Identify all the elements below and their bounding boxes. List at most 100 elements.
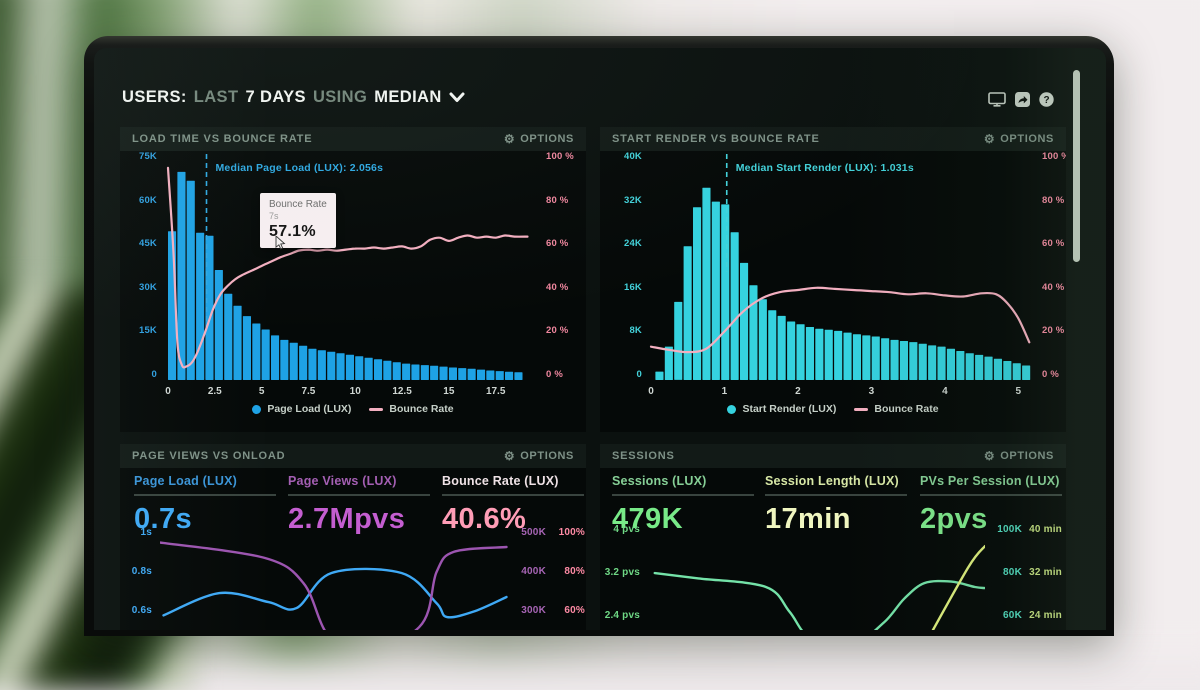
bar	[271, 335, 280, 380]
chart-start-render-vs-bounce-rate[interactable]: 40K 32K 24K 16K 8K 0 100 % 80 % 60 % 40 % 20 % 0 % 0…	[600, 127, 1066, 432]
metric-underline	[612, 494, 754, 496]
options-button[interactable]: ⚙ OPTIONS	[984, 133, 1054, 145]
y-axis-tick-right-2: 40 min	[1029, 524, 1062, 535]
options-button[interactable]: ⚙ OPTIONS	[504, 133, 574, 145]
gear-icon: ⚙	[983, 132, 996, 146]
bar	[834, 330, 843, 380]
line-plot[interactable]	[160, 524, 510, 630]
x-axis-tick: 0	[165, 386, 171, 397]
histogram-plot[interactable]	[163, 152, 540, 380]
bar	[975, 354, 984, 380]
metric-value: 2.7Mpvs	[288, 503, 406, 535]
series-line	[931, 544, 985, 630]
y-axis-tick-left: 40K	[623, 151, 642, 162]
gear-icon: ⚙	[503, 132, 516, 146]
bar	[205, 235, 214, 380]
metric-underline	[442, 494, 584, 496]
bar	[805, 327, 814, 380]
dashboard-title-dropdown[interactable]: USERS: LAST 7 DAYS USING MEDIAN	[122, 88, 465, 107]
panel-title: LOAD TIME VS BOUNCE RATE	[132, 133, 313, 145]
panel-start-render-vs-bounce-rate: START RENDER VS BOUNCE RATE ⚙ OPTIONS 40…	[600, 127, 1066, 432]
help-icon[interactable]: ?	[1039, 92, 1054, 107]
options-button[interactable]: ⚙ OPTIONS	[984, 450, 1054, 462]
y-axis-tick-left: 45K	[138, 238, 157, 250]
options-label: OPTIONS	[1000, 133, 1054, 145]
bar	[261, 329, 270, 380]
y-axis-tick-left: 60K	[138, 194, 157, 206]
title-segment: USERS:	[122, 88, 187, 106]
metric-label: Sessions (LUX)	[612, 474, 707, 488]
dashboard-screen: USERS: LAST 7 DAYS USING MEDIAN ? LOAD T…	[94, 48, 1106, 630]
panel-page-views-vs-onload: PAGE VIEWS VS ONLOAD ⚙ OPTIONS Page Load…	[120, 444, 586, 630]
chart-legend: Page Load (LUX) Bounce Rate	[120, 403, 586, 415]
panel-sessions: SESSIONS ⚙ OPTIONS Sessions (LUX) 479K Ses…	[600, 444, 1066, 630]
bar	[430, 365, 439, 380]
hover-tooltip: Bounce Rate 7s 57.1%	[260, 193, 336, 248]
median-annotation: Median Start Render (LUX): 1.031s	[735, 162, 914, 174]
metric-value: 40.6%	[442, 503, 527, 535]
legend-line-marker	[854, 407, 869, 411]
chart-page-views-vs-onload[interactable]: Page Load (LUX) 0.7s Page Views (LUX) 2.7Mp…	[120, 444, 586, 630]
legend-label: Bounce Rate	[874, 403, 939, 415]
bar	[655, 371, 664, 380]
legend-item[interactable]: Bounce Rate	[854, 403, 939, 415]
options-button[interactable]: ⚙ OPTIONS	[504, 450, 574, 462]
bar	[768, 310, 777, 380]
bar	[392, 362, 401, 380]
panel-load-time-vs-bounce-rate: LOAD TIME VS BOUNCE RATE ⚙ OPTIONS 75K 60…	[120, 127, 586, 432]
panel-title: START RENDER VS BOUNCE RATE	[612, 133, 820, 145]
y-axis-tick-left: 0	[636, 369, 642, 380]
x-axis-tick: 12.5	[392, 386, 412, 397]
bar	[495, 371, 504, 380]
metric-underline	[765, 494, 907, 496]
bar	[252, 323, 261, 380]
histogram-plot[interactable]	[648, 152, 1036, 380]
y-axis-tick-right: 0 %	[546, 369, 563, 380]
bar	[299, 345, 308, 380]
y-axis-tick-left: 4 pvs	[613, 524, 640, 535]
bar	[233, 305, 242, 380]
x-axis-tick: 2.5	[207, 386, 222, 397]
share-icon[interactable]	[1015, 92, 1030, 107]
display-icon[interactable]	[988, 92, 1006, 107]
x-axis-tick: 7.5	[301, 386, 316, 397]
panel-header: START RENDER VS BOUNCE RATE ⚙ OPTIONS	[600, 127, 1066, 151]
legend-item[interactable]: Page Load (LUX)	[252, 403, 351, 415]
chart-load-time-vs-bounce-rate[interactable]: 75K 60K 45K 30K 15K 0 100 % 80 % 60 % 40 % 20 % 0 %…	[120, 127, 586, 432]
bar	[890, 339, 899, 380]
line-plot[interactable]	[648, 524, 985, 630]
legend-item[interactable]: Bounce Rate	[369, 403, 454, 415]
metric-label: Bounce Rate (LUX)	[442, 474, 559, 488]
toolbar: ?	[988, 92, 1054, 107]
y-axis-tick-right-1: 400K	[521, 566, 546, 577]
y-axis-tick-right: 40 %	[546, 281, 569, 293]
legend-dot-marker	[252, 404, 262, 414]
gear-icon: ⚙	[983, 449, 996, 463]
y-axis-tick-right-1: 80K	[1003, 567, 1022, 578]
y-axis-tick-right-1: 100K	[997, 524, 1022, 535]
chart-sessions[interactable]: Sessions (LUX) 479K Session Length (LUX) 17…	[600, 444, 1066, 630]
metric-1: Page Load (LUX) 0.7s	[134, 474, 282, 536]
y-axis-tick-right-1: 500K	[521, 527, 546, 538]
bar	[1003, 361, 1012, 380]
y-axis-tick-left: 8K	[629, 325, 642, 337]
bar	[327, 351, 336, 380]
tooltip-series: Bounce Rate	[269, 199, 327, 210]
bar	[1022, 365, 1031, 380]
y-axis-tick-right: 0 %	[1042, 369, 1059, 380]
panel-header: SESSIONS ⚙ OPTIONS	[600, 444, 1066, 468]
options-label: OPTIONS	[520, 133, 574, 145]
bar	[674, 301, 683, 380]
y-axis-tick-left: 75K	[138, 151, 157, 162]
bar	[777, 315, 786, 380]
bar	[402, 363, 411, 380]
bar	[214, 270, 223, 380]
bar	[664, 346, 673, 380]
y-axis-tick-left: 24K	[623, 238, 642, 250]
legend-item[interactable]: Start Render (LUX)	[727, 403, 836, 415]
bar	[881, 338, 890, 380]
bounce-rate-line	[166, 166, 529, 369]
y-axis-tick-left: 16K	[623, 281, 642, 293]
vertical-scrollbar[interactable]	[1073, 70, 1080, 262]
tooltip-x-value: 7s	[269, 211, 279, 221]
